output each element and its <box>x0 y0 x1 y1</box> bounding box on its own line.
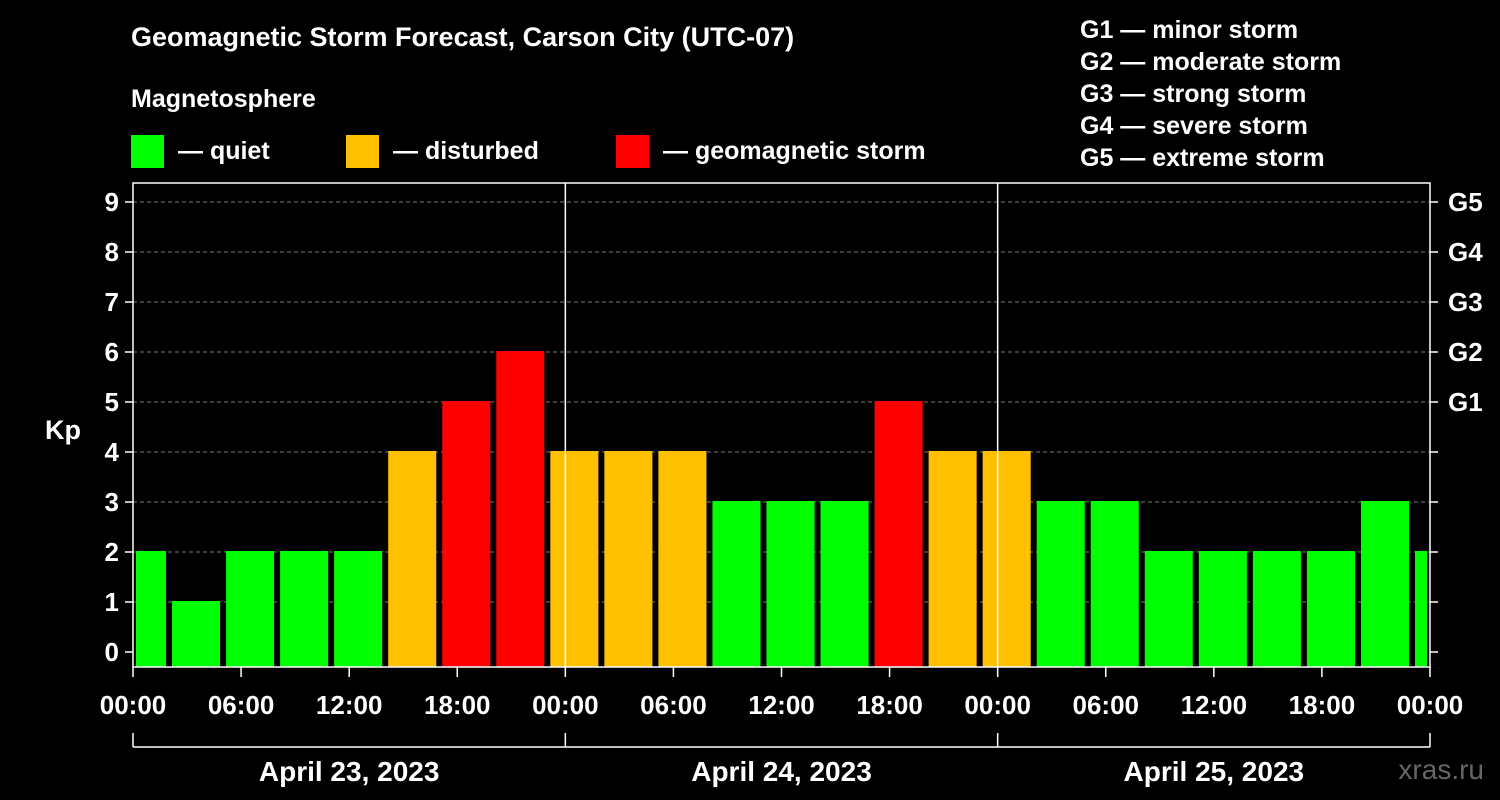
x-tick-label: 00:00 <box>532 690 599 720</box>
storm-scale-list: G1 — minor storm G2 — moderate storm G3 … <box>1080 14 1341 174</box>
x-tick-label: 06:00 <box>640 690 707 720</box>
legend-item-storm: — geomagnetic storm <box>616 134 926 168</box>
legend-label-storm: — geomagnetic storm <box>663 136 926 165</box>
chart-title: Geomagnetic Storm Forecast, Carson City … <box>131 22 795 52</box>
x-tick-label: 12:00 <box>1181 690 1248 720</box>
g-level-label: G5 <box>1448 187 1483 217</box>
kp-bar <box>1360 501 1409 667</box>
legend-heading: Magnetosphere <box>131 85 316 113</box>
y-tick-label: 5 <box>105 387 119 417</box>
kp-bar <box>280 551 329 667</box>
storm-scale-g3: G3 — strong storm <box>1080 80 1307 108</box>
kp-bar <box>712 501 761 667</box>
kp-bar <box>334 551 383 667</box>
kp-bar <box>550 451 599 667</box>
kp-bar <box>136 551 167 667</box>
legend-label-quiet: — quiet <box>178 136 270 165</box>
kp-bar <box>604 451 653 667</box>
kp-bar <box>1144 551 1193 667</box>
kp-bar <box>1252 551 1301 667</box>
g-level-label: G4 <box>1448 237 1483 267</box>
day-label: April 25, 2023 <box>1124 756 1305 787</box>
y-tick-label: 4 <box>105 437 120 467</box>
x-tick-label: 00:00 <box>964 690 1031 720</box>
legend-swatch-quiet <box>131 134 164 168</box>
storm-scale-g1: G1 — minor storm <box>1080 16 1299 44</box>
kp-bar <box>658 451 707 667</box>
kp-bar <box>820 501 869 667</box>
x-tick-label: 00:00 <box>1397 690 1464 720</box>
y-tick-label: 3 <box>105 487 119 517</box>
x-tick-label: 18:00 <box>424 690 491 720</box>
legend-item-disturbed: — disturbed <box>346 134 539 168</box>
legend-item-quiet: — quiet <box>131 134 270 168</box>
x-tick-label: 12:00 <box>316 690 383 720</box>
legend-swatch-disturbed <box>346 134 379 168</box>
x-tick-label: 06:00 <box>1073 690 1140 720</box>
kp-bar <box>1306 551 1355 667</box>
y-tick-label: 7 <box>105 287 119 317</box>
storm-scale-g2: G2 — moderate storm <box>1080 48 1342 76</box>
kp-bar <box>172 601 221 667</box>
bars <box>136 351 1427 667</box>
g-level-label: G2 <box>1448 337 1483 367</box>
day-label: April 24, 2023 <box>691 756 872 787</box>
y-tick-label: 8 <box>105 237 119 267</box>
storm-scale-g4: G4 — severe storm <box>1080 112 1308 140</box>
legend-swatch-storm <box>616 134 649 168</box>
axes: 0 1 2 3 4 5 G1 6 G2 7 G3 8 G4 9 G5 00:00 06:00 12:00 18:00… <box>45 187 1483 787</box>
y-tick-label: 6 <box>105 337 119 367</box>
x-tick-label: 18:00 <box>856 690 923 720</box>
y-axis-label: Kp <box>45 415 81 445</box>
g-level-label: G3 <box>1448 287 1483 317</box>
kp-bar <box>388 451 437 667</box>
kp-bar <box>226 551 275 667</box>
kp-bar <box>496 351 545 667</box>
y-tick-label: 0 <box>105 637 119 667</box>
x-tick-label: 06:00 <box>208 690 275 720</box>
y-tick-label: 2 <box>105 537 119 567</box>
day-label: April 23, 2023 <box>259 756 440 787</box>
storm-scale-g5: G5 — extreme storm <box>1080 144 1325 172</box>
g-level-label: G1 <box>1448 387 1483 417</box>
x-tick-label: 12:00 <box>748 690 815 720</box>
watermark: xras.ru <box>1398 754 1484 785</box>
x-tick-label: 00:00 <box>100 690 167 720</box>
y-tick-label: 1 <box>105 587 119 617</box>
kp-bar <box>1036 501 1085 667</box>
kp-bar <box>928 451 977 667</box>
kp-bar <box>1090 501 1139 667</box>
kp-bar <box>874 401 923 667</box>
kp-bar <box>1198 551 1247 667</box>
kp-bar <box>1414 551 1427 667</box>
kp-bar <box>766 501 815 667</box>
legend-label-disturbed: — disturbed <box>393 136 539 165</box>
kp-bar <box>442 401 491 667</box>
y-tick-label: 9 <box>105 187 119 217</box>
x-tick-label: 18:00 <box>1289 690 1356 720</box>
kp-bar <box>982 451 1031 667</box>
